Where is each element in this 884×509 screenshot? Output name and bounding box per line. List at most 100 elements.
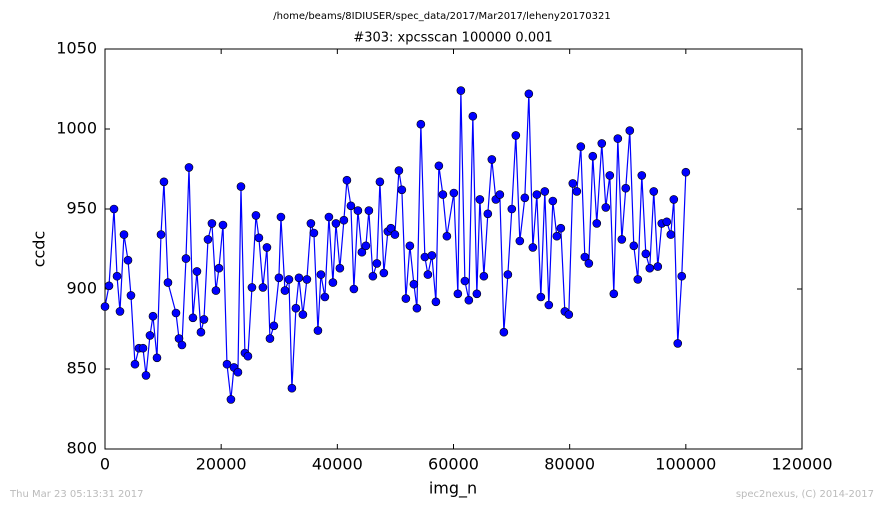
data-point bbox=[456, 86, 466, 95]
data-point bbox=[211, 286, 221, 295]
data-point bbox=[218, 220, 228, 230]
data-point bbox=[233, 367, 243, 377]
data-point bbox=[495, 190, 505, 199]
data-point bbox=[673, 339, 683, 348]
data-point bbox=[666, 230, 676, 239]
data-point bbox=[379, 268, 389, 278]
data-point bbox=[423, 270, 433, 279]
data-point bbox=[515, 236, 525, 246]
data-point bbox=[641, 249, 651, 259]
y-tick-label: 1050 bbox=[56, 39, 97, 58]
data-point bbox=[291, 303, 301, 313]
data-point bbox=[507, 204, 517, 214]
data-point bbox=[548, 196, 558, 206]
data-point bbox=[130, 359, 140, 369]
data-point bbox=[409, 279, 419, 289]
data-point bbox=[119, 230, 129, 239]
data-line bbox=[104, 90, 687, 400]
data-point bbox=[254, 233, 264, 243]
data-point bbox=[280, 286, 290, 295]
data-point bbox=[431, 297, 441, 307]
data-point bbox=[528, 243, 538, 252]
data-point bbox=[601, 203, 611, 212]
data-point bbox=[163, 278, 173, 287]
data-point bbox=[540, 187, 550, 196]
y-tick-label: 900 bbox=[66, 279, 97, 298]
data-point bbox=[588, 151, 598, 161]
data-point bbox=[236, 182, 246, 191]
data-point bbox=[331, 219, 341, 228]
data-point bbox=[669, 195, 679, 204]
data-point bbox=[584, 259, 594, 268]
data-point bbox=[438, 190, 448, 199]
y-tick-label: 850 bbox=[66, 359, 97, 378]
data-point bbox=[397, 185, 407, 195]
data-point bbox=[453, 289, 463, 299]
data-point bbox=[524, 89, 534, 99]
data-point bbox=[405, 241, 415, 251]
data-point bbox=[609, 289, 619, 299]
data-point bbox=[265, 334, 275, 343]
x-tick-label: 0 bbox=[100, 455, 110, 474]
data-point bbox=[364, 206, 374, 215]
data-point bbox=[115, 307, 125, 316]
data-point bbox=[442, 231, 452, 241]
data-point bbox=[617, 235, 627, 244]
data-point bbox=[645, 263, 655, 273]
plot-area bbox=[104, 48, 803, 450]
data-point bbox=[434, 161, 444, 171]
data-point bbox=[472, 289, 482, 299]
data-point bbox=[564, 310, 574, 319]
data-point bbox=[309, 228, 319, 238]
x-tick-label: 60000 bbox=[428, 455, 479, 474]
data-point bbox=[302, 275, 312, 284]
data-point bbox=[243, 351, 253, 361]
data-point bbox=[171, 308, 181, 318]
chart-title: #303: xpcsscan 100000 0.001 bbox=[353, 31, 552, 46]
data-point bbox=[536, 292, 546, 302]
data-point bbox=[580, 252, 590, 262]
data-point bbox=[152, 353, 162, 363]
data-point bbox=[192, 267, 202, 276]
data-point bbox=[576, 142, 586, 151]
data-point bbox=[556, 223, 566, 233]
data-point bbox=[520, 193, 530, 203]
data-point bbox=[298, 310, 308, 319]
data-point bbox=[499, 327, 509, 337]
data-point bbox=[207, 219, 217, 228]
data-point bbox=[592, 219, 602, 228]
data-point bbox=[112, 271, 122, 281]
data-point bbox=[159, 177, 169, 187]
data-point bbox=[479, 271, 489, 281]
data-point bbox=[572, 187, 582, 196]
data-point bbox=[188, 313, 198, 323]
data-point bbox=[284, 275, 294, 284]
data-point bbox=[145, 331, 155, 340]
footer-date: Thu Mar 23 05:13:31 2017 bbox=[9, 489, 143, 500]
data-point bbox=[568, 179, 578, 188]
data-point bbox=[342, 175, 352, 185]
data-point bbox=[394, 166, 404, 175]
data-point bbox=[597, 139, 607, 148]
data-point bbox=[177, 340, 187, 350]
data-point bbox=[269, 321, 279, 331]
data-point bbox=[324, 212, 334, 222]
data-point bbox=[532, 190, 542, 199]
data-point bbox=[349, 284, 359, 294]
data-point bbox=[104, 281, 114, 291]
data-point bbox=[390, 230, 400, 239]
data-point bbox=[629, 241, 639, 251]
data-point bbox=[109, 204, 119, 214]
data-point bbox=[181, 254, 191, 263]
x-axis-label: img_n bbox=[429, 479, 477, 499]
y-tick-label: 950 bbox=[66, 199, 97, 218]
x-tick-label: 100000 bbox=[655, 455, 716, 474]
data-point bbox=[677, 271, 687, 281]
data-point bbox=[203, 235, 213, 244]
y-tick-label: 1000 bbox=[56, 119, 97, 138]
data-point bbox=[353, 206, 363, 215]
data-point bbox=[375, 177, 385, 187]
data-point bbox=[468, 111, 478, 121]
x-tick-label: 80000 bbox=[544, 455, 595, 474]
data-point bbox=[328, 278, 338, 287]
